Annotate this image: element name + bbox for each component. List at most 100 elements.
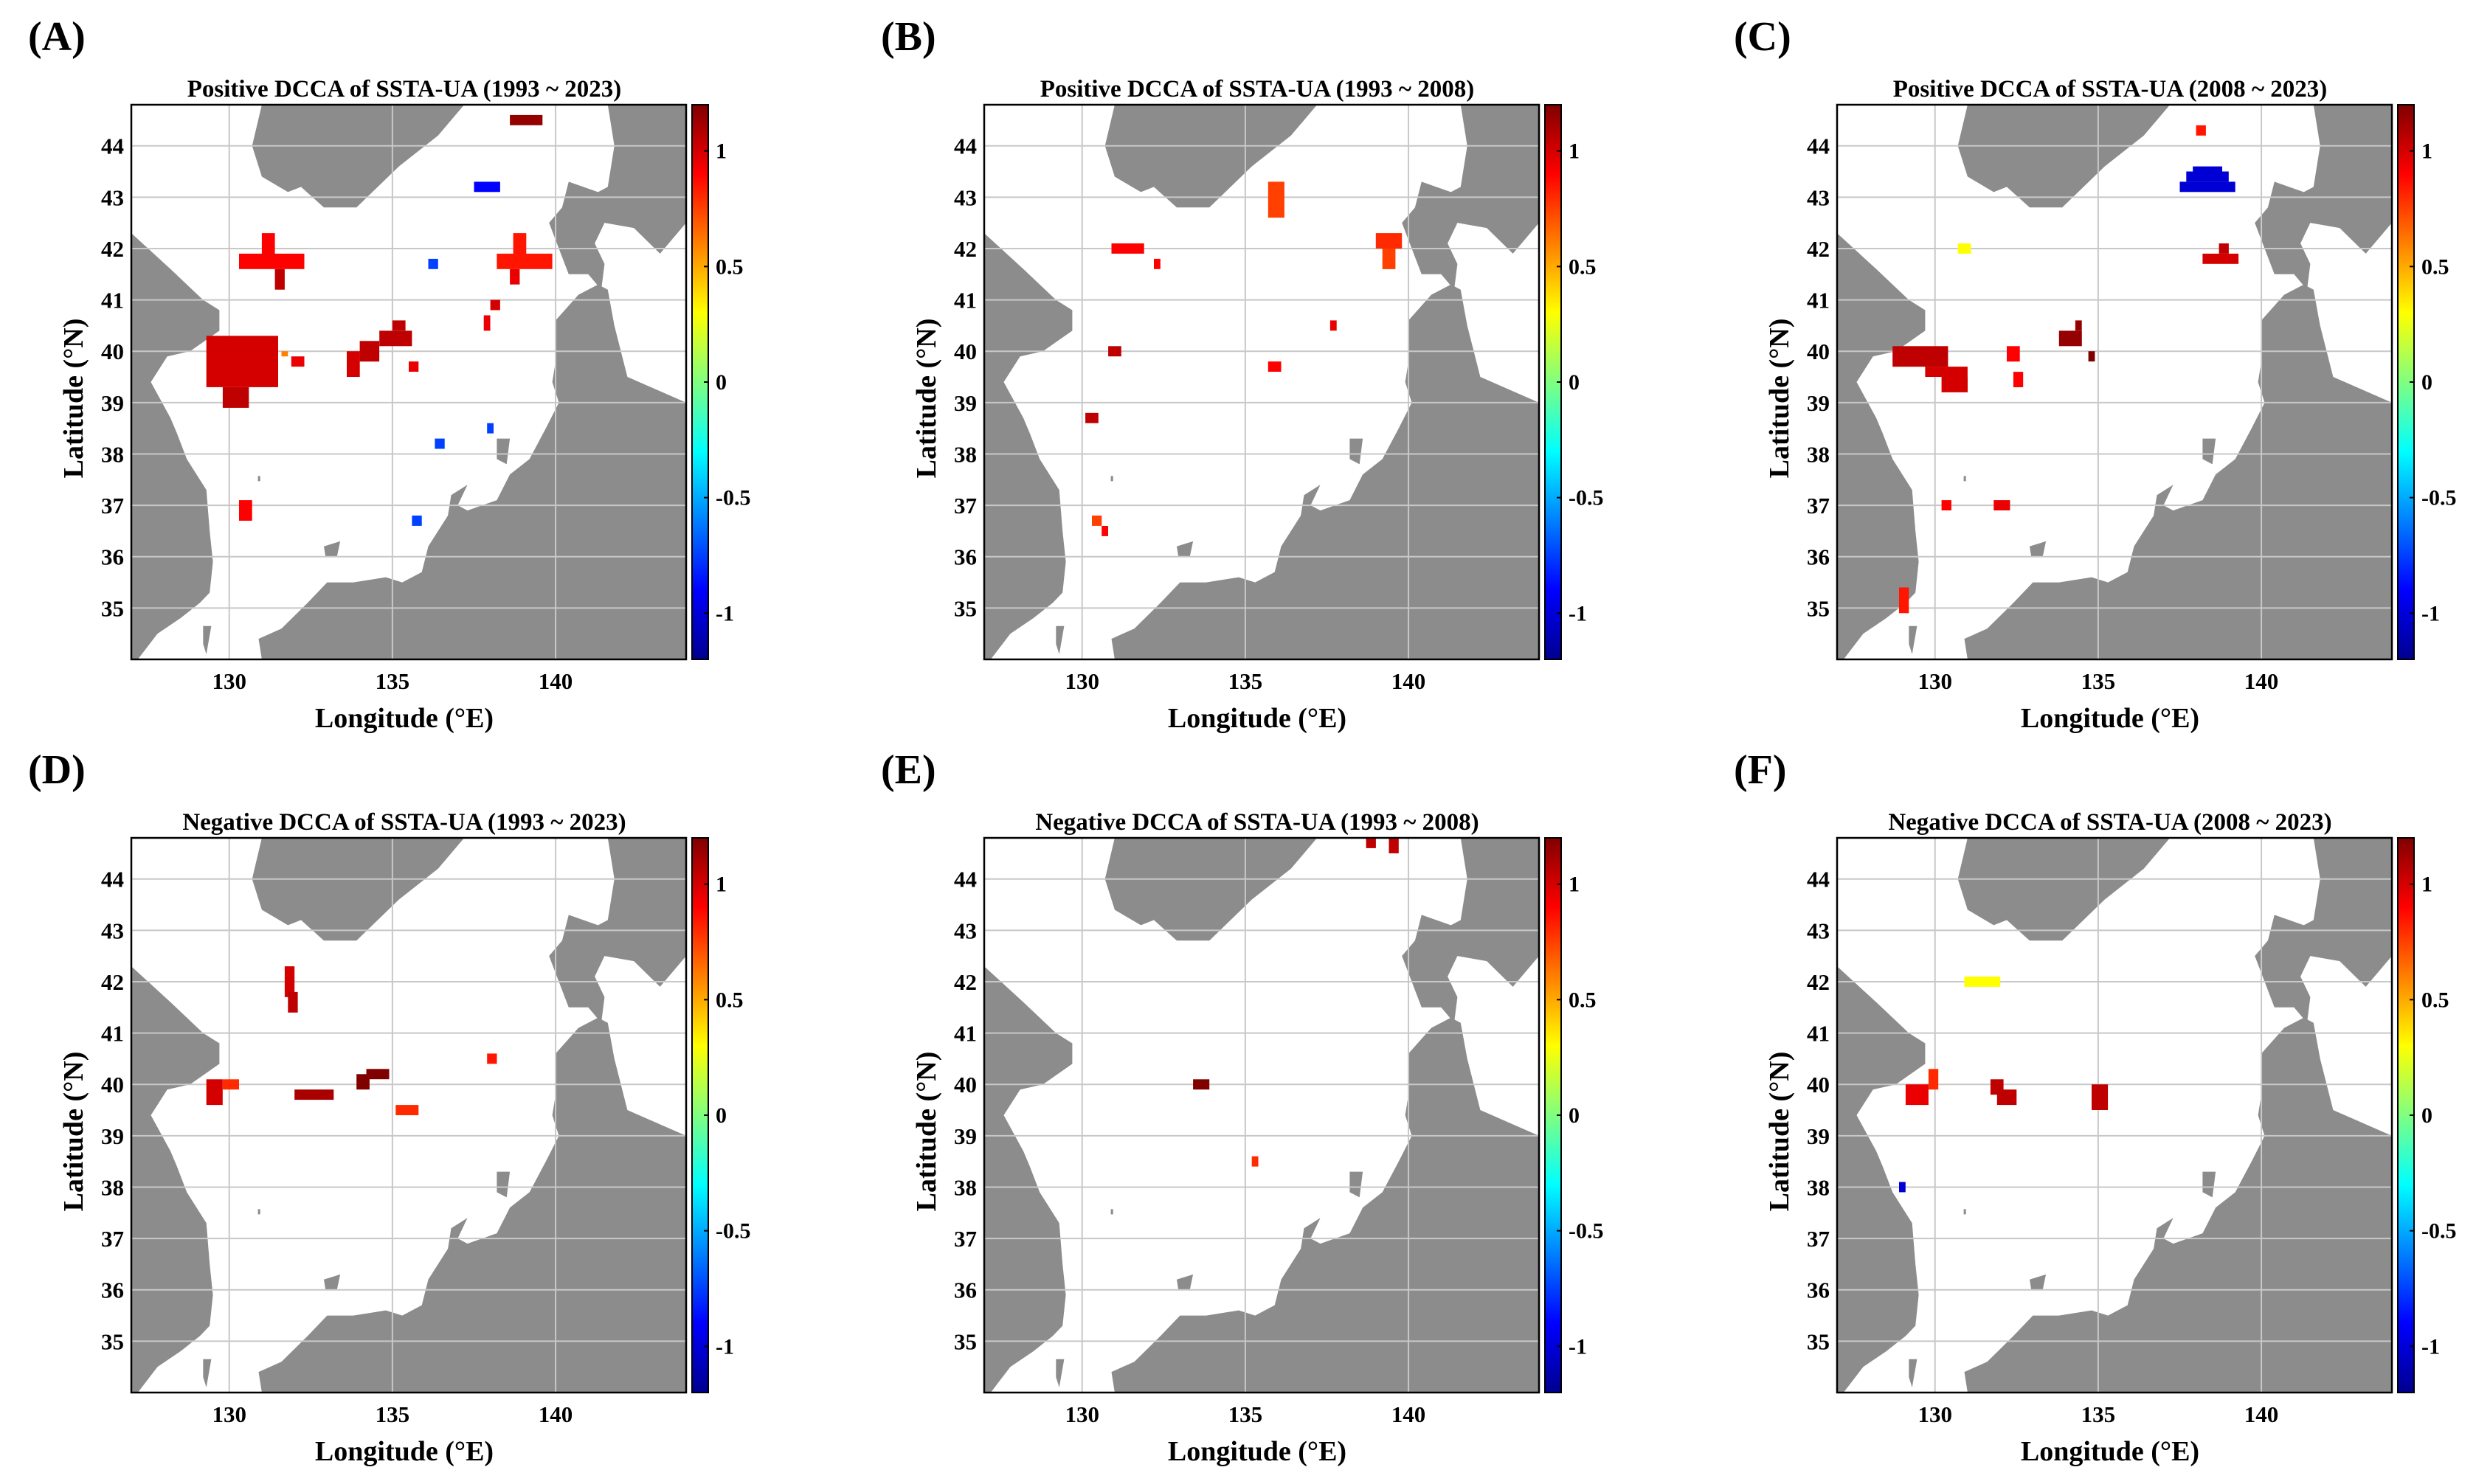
colorbar-tick-label: 0 xyxy=(716,370,727,395)
panel-e: (E) Negative DCCA of SSTA-UA (1993 ~ 200… xyxy=(881,747,1604,1467)
colorbar: 1 0.5 0 -0.5 -1 xyxy=(691,837,751,1393)
land-mass xyxy=(203,1359,212,1387)
dcca-cell xyxy=(1268,181,1284,218)
x-axis-label: Longitude (°E) xyxy=(1168,703,1346,734)
dcca-cell xyxy=(347,351,360,377)
panel-title: Positive DCCA of SSTA-UA (1993 ~ 2023) xyxy=(187,76,622,103)
x-tick-label: 130 xyxy=(1065,1401,1099,1427)
dcca-cell xyxy=(2088,351,2095,362)
land-mass xyxy=(497,438,511,465)
x-tick-label: 135 xyxy=(2081,668,2116,694)
dcca-cell xyxy=(1382,249,1396,269)
land-mass xyxy=(1964,1017,2392,1393)
land-mass xyxy=(984,105,1318,208)
y-tick-label: 36 xyxy=(954,544,977,570)
x-tick-label: 140 xyxy=(539,668,573,694)
dcca-cell xyxy=(1111,243,1144,254)
colorbar-tick-label: 0.5 xyxy=(1569,254,1597,279)
colorbar-tick-label: 0 xyxy=(716,1103,727,1128)
axes-frame xyxy=(130,836,688,1394)
y-tick-label: 36 xyxy=(1807,544,1830,570)
x-tick-label: 135 xyxy=(1228,668,1263,694)
colorbar-tick-label: 0.5 xyxy=(1569,988,1597,1012)
dcca-cell xyxy=(291,356,305,367)
land-mass xyxy=(131,233,220,659)
dcca-cell xyxy=(288,991,298,1013)
y-tick-label: 39 xyxy=(101,390,124,416)
land-mass xyxy=(1964,284,2392,659)
dcca-cell xyxy=(428,258,438,269)
panel-c: (C) Positive DCCA of SSTA-UA (2008 ~ 202… xyxy=(1734,14,2457,734)
colorbar-tick-label: 0 xyxy=(1569,370,1580,395)
land-mass xyxy=(1349,1171,1363,1198)
colorbar-tick-label: -1 xyxy=(1569,1334,1587,1359)
panel-label: (B) xyxy=(881,14,936,60)
land-mass xyxy=(258,1017,686,1393)
land-mass xyxy=(1837,966,1926,1393)
y-tick-label: 37 xyxy=(1807,1226,1830,1252)
land-mass xyxy=(1111,1017,1539,1393)
y-tick-label: 41 xyxy=(954,1021,977,1047)
colorbar-tick-label: 1 xyxy=(716,873,727,897)
dcca-cell xyxy=(1892,346,1948,367)
x-tick-label: 140 xyxy=(539,1401,573,1427)
dcca-cell xyxy=(412,516,422,526)
land-mass xyxy=(131,105,465,208)
x-tick-label: 140 xyxy=(1391,1401,1426,1427)
x-tick-label: 140 xyxy=(1391,668,1426,694)
land-mass xyxy=(1110,476,1113,482)
y-tick-label: 37 xyxy=(954,1226,977,1252)
dcca-cell xyxy=(1366,838,1376,848)
y-tick-label: 41 xyxy=(101,288,124,313)
dcca-cell xyxy=(2202,253,2239,264)
axes-frame xyxy=(983,103,1540,661)
y-tick-label: 39 xyxy=(101,1123,124,1149)
land-mass xyxy=(984,838,1318,941)
land-mass xyxy=(1177,541,1194,557)
y-tick-label: 37 xyxy=(101,1226,124,1252)
land-mass xyxy=(984,233,1073,659)
y-tick-label: 42 xyxy=(1807,969,1830,995)
colorbar-tick-label: -0.5 xyxy=(1569,486,1604,510)
panel-label: (C) xyxy=(1734,14,1791,60)
colorbar-tick-label: 0 xyxy=(2421,370,2432,395)
panel-label: (E) xyxy=(881,747,936,793)
land-mass xyxy=(1909,625,1917,654)
colorbar-tick-label: -1 xyxy=(1569,601,1587,625)
colorbar-tick-label: -1 xyxy=(2421,601,2440,625)
x-axis-label: Longitude (°E) xyxy=(1168,1436,1346,1467)
map-axes: 130 135 140 35 36 37 38 39 40 41 42 43 44 xyxy=(954,103,1540,694)
dcca-cell xyxy=(2196,125,2206,136)
x-tick-label: 135 xyxy=(2081,1401,2116,1427)
x-tick-label: 135 xyxy=(376,668,410,694)
land-mass xyxy=(1963,476,1966,482)
dcca-cell xyxy=(1996,1089,2017,1106)
axes-frame xyxy=(130,103,688,661)
panel-label: (D) xyxy=(28,747,86,793)
dcca-cell xyxy=(359,341,380,362)
dcca-cell xyxy=(2092,1084,2109,1110)
colorbar-tick-label: 0 xyxy=(1569,1103,1580,1128)
dcca-cell xyxy=(490,299,500,311)
dcca-cell xyxy=(1154,258,1161,269)
y-tick-label: 44 xyxy=(101,867,124,892)
dcca-cell xyxy=(1899,587,1909,614)
dcca-cell xyxy=(2058,330,2082,347)
y-tick-label: 44 xyxy=(954,867,977,892)
land-mass xyxy=(131,838,465,941)
y-tick-label: 43 xyxy=(954,918,977,943)
y-tick-label: 39 xyxy=(954,390,977,416)
dcca-cell xyxy=(1085,412,1099,423)
x-tick-label: 135 xyxy=(1228,1401,1263,1427)
dcca-cell xyxy=(1329,320,1337,331)
y-tick-label: 35 xyxy=(101,1328,124,1354)
axes-frame xyxy=(1836,103,2393,661)
dcca-cell xyxy=(1957,243,1971,254)
y-tick-label: 38 xyxy=(1807,441,1830,467)
y-tick-label: 43 xyxy=(954,184,977,210)
y-tick-label: 40 xyxy=(954,1072,977,1098)
dcca-cell xyxy=(1375,233,1403,249)
colorbar: 1 0.5 0 -0.5 -1 xyxy=(1544,837,1604,1393)
dcca-cell xyxy=(487,1053,497,1064)
x-axis-label: Longitude (°E) xyxy=(2021,703,2199,734)
